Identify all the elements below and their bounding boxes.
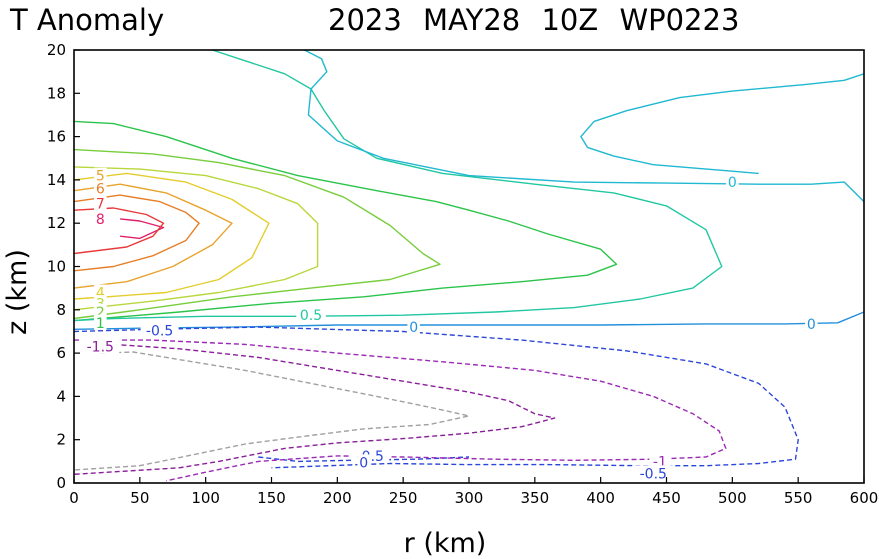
contour-line-10 [580,73,865,175]
contour-label-4: 4 [96,286,105,302]
contour-line-12 [73,326,799,469]
x-tick-label-10: 500 [718,489,747,507]
contour-label-1: 7 [96,197,105,213]
contour-label-11: 0 [807,317,816,333]
x-tick-label-8: 400 [586,489,615,507]
x-tick-label-3: 150 [257,489,286,507]
contour-label-2: 6 [96,182,105,198]
contour-label-3: 5 [96,169,105,185]
contour-label-8: 0.5 [300,308,322,324]
contour-label-bg-13 [81,338,120,354]
x-tick-label-0: 0 [69,489,79,507]
x-tick-label-2: 100 [191,489,220,507]
x-tick-label-7: 350 [521,489,550,507]
x-tick-label-4: 200 [323,489,352,507]
x-tick-label-6: 300 [455,489,484,507]
y-tick-label-0: 0 [56,474,66,492]
contour-line-15 [73,343,556,475]
contour-line-11 [73,311,865,330]
contour-line-3 [73,183,233,289]
y-tick-label-3: 6 [56,344,66,362]
x-tick-label-9: 450 [652,489,681,507]
contour-line-16 [73,351,470,471]
contour-label-bg-17 [634,465,673,481]
contour-line-5 [73,166,319,311]
y-tick-label-9: 18 [47,84,66,102]
contour-line-14 [74,339,727,482]
contour-label-bg-3 [94,167,107,183]
contour-label-bg-1 [94,195,107,211]
x-tick-label-1: 50 [130,489,149,507]
chart-title-right: 2023 MAY28 10Z WP0223 [328,3,739,37]
contour-label-bg-0 [94,210,107,226]
contour-label-bg-15 [357,454,370,470]
contour-label-bg-8 [296,307,326,323]
contour-label-17: -0.5 [640,466,667,482]
plot-frame [73,49,865,484]
contour-label-9: 0 [409,320,418,336]
y-tick-label-5: 10 [47,258,66,276]
y-tick-label-4: 8 [56,301,66,319]
y-axis: 0 2 4 6 8 10 12 14 16 18 20 [47,41,80,492]
contour-label-bg-11 [805,315,818,331]
contour-label-bg-16 [649,453,671,469]
y-tick-label-6: 12 [47,214,66,232]
contour-label-12: -0.5 [146,323,173,339]
contour-label-15: 0 [359,455,368,471]
contour-line-2 [73,194,200,272]
x-axis: 0 50 100 150 200 250 300 350 400 450 500 550 600 [69,477,878,507]
y-tick-label-7: 14 [47,171,66,189]
contour-label-bg-10 [726,174,739,190]
contour-line-9 [304,49,865,203]
y-tick-label-8: 16 [47,128,66,146]
y-tick-label-1: 2 [56,431,66,449]
contour-line-7 [73,120,618,322]
y-tick-label-2: 4 [56,387,66,405]
contour-layer [73,49,865,482]
contour-label-6: 2 [96,305,105,321]
contour-label-bg-7 [94,314,107,330]
x-tick-label-11: 550 [784,489,813,507]
x-tick-label-12: 600 [850,489,879,507]
contour-label-bg-12 [140,322,179,338]
contour-label-10: 0 [728,175,737,191]
contour-line-6 [73,148,441,320]
x-axis-title: r (km) [404,528,487,559]
contour-line-0 [120,218,165,240]
contour-label-7: 1 [96,316,105,332]
contour-line-8 [73,49,723,322]
contour-label-bg-2 [94,180,107,196]
chart-title-left: T Anomaly [9,3,164,37]
x-tick-label-5: 250 [389,489,418,507]
contour-line-4 [73,172,270,300]
y-axis-title: z (km) [2,249,33,335]
contour-label-bg-9 [407,319,420,335]
contour-label-13: -1.5 [87,340,114,356]
y-tick-label-10: 20 [47,41,66,59]
contour-line-1 [73,207,165,255]
contour-label-0: 8 [96,212,105,228]
